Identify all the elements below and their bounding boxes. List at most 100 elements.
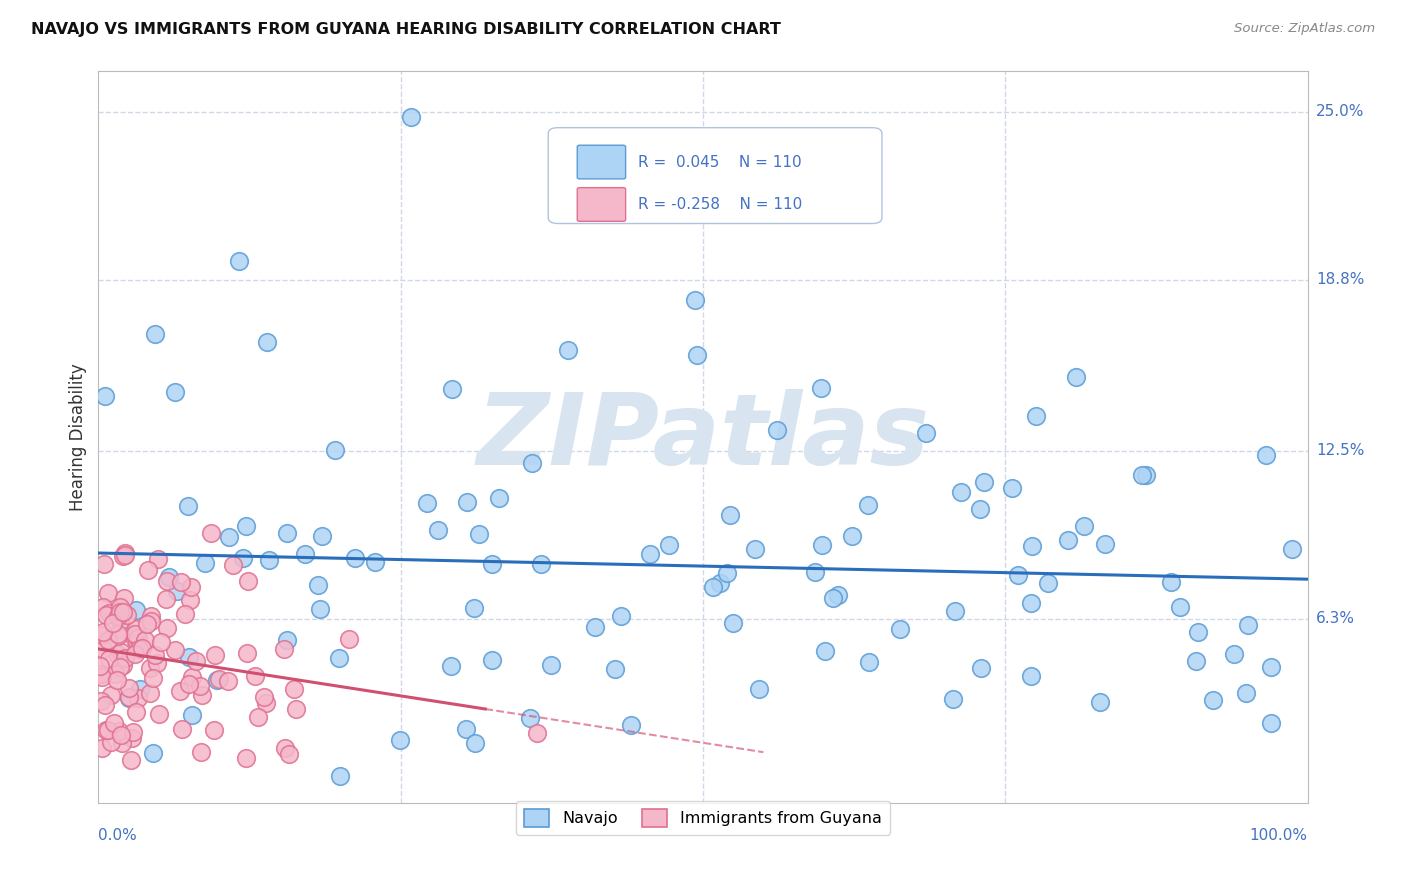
Point bbox=[103, 715, 125, 730]
Point bbox=[110, 645, 132, 659]
Point bbox=[114, 549, 136, 563]
Point bbox=[139, 609, 162, 624]
Point bbox=[557, 343, 579, 358]
Point bbox=[110, 728, 132, 742]
Point bbox=[112, 591, 135, 605]
Point bbox=[149, 635, 172, 649]
Point bbox=[814, 644, 837, 658]
Point bbox=[709, 575, 731, 590]
Point bbox=[180, 707, 202, 722]
Point bbox=[914, 425, 936, 440]
Point bbox=[124, 648, 146, 662]
Point bbox=[481, 653, 503, 667]
Point bbox=[803, 566, 825, 580]
Point bbox=[949, 484, 972, 499]
Point bbox=[481, 557, 503, 571]
Point bbox=[253, 690, 276, 704]
Point bbox=[107, 627, 129, 641]
Point bbox=[1170, 600, 1192, 615]
Point bbox=[228, 254, 250, 268]
Point bbox=[146, 656, 169, 670]
Point bbox=[1185, 654, 1208, 668]
Point bbox=[307, 577, 329, 591]
Point bbox=[98, 606, 121, 620]
Point bbox=[456, 495, 478, 509]
Text: R =  0.045    N = 110: R = 0.045 N = 110 bbox=[638, 154, 801, 169]
Point bbox=[1007, 567, 1029, 582]
Point bbox=[156, 621, 179, 635]
Point bbox=[165, 384, 187, 399]
Point bbox=[129, 682, 152, 697]
Point bbox=[858, 655, 880, 669]
Point bbox=[108, 600, 131, 615]
Point bbox=[188, 679, 211, 693]
Point bbox=[1019, 669, 1042, 683]
Point bbox=[1094, 537, 1116, 551]
Point bbox=[125, 705, 148, 719]
Point bbox=[179, 593, 201, 607]
Point bbox=[186, 654, 208, 668]
Text: 25.0%: 25.0% bbox=[1316, 104, 1364, 120]
Point bbox=[329, 769, 352, 783]
Point bbox=[107, 673, 129, 687]
Point bbox=[110, 615, 132, 629]
Point bbox=[943, 603, 966, 617]
Point bbox=[90, 741, 112, 756]
Point bbox=[166, 583, 188, 598]
Point bbox=[257, 553, 280, 567]
Point bbox=[174, 607, 197, 622]
Point bbox=[1021, 539, 1043, 553]
Point bbox=[810, 381, 832, 395]
Point bbox=[415, 496, 437, 510]
Point bbox=[179, 677, 201, 691]
Point bbox=[121, 731, 143, 745]
Point bbox=[243, 668, 266, 682]
Point bbox=[157, 570, 180, 584]
Point bbox=[170, 575, 193, 590]
Point bbox=[169, 683, 191, 698]
Point bbox=[274, 740, 297, 755]
Point bbox=[620, 718, 643, 732]
Point bbox=[685, 293, 707, 308]
Point bbox=[766, 423, 789, 437]
Point bbox=[1223, 647, 1246, 661]
Text: ZIPatlas: ZIPatlas bbox=[477, 389, 929, 485]
Point bbox=[1057, 533, 1080, 547]
Point bbox=[256, 335, 278, 350]
Point bbox=[205, 673, 228, 687]
Point bbox=[519, 711, 541, 725]
Point bbox=[108, 660, 131, 674]
Point bbox=[1234, 686, 1257, 700]
Point bbox=[520, 456, 543, 470]
Point bbox=[190, 745, 212, 759]
Point bbox=[177, 499, 200, 513]
Point bbox=[90, 694, 112, 708]
Point bbox=[89, 659, 111, 673]
Point bbox=[124, 627, 146, 641]
Point bbox=[108, 602, 131, 616]
Point bbox=[125, 622, 148, 636]
Point bbox=[127, 634, 149, 648]
Point bbox=[105, 648, 128, 662]
Point bbox=[401, 111, 423, 125]
Point bbox=[609, 609, 631, 624]
Point bbox=[117, 690, 139, 704]
Point bbox=[973, 475, 995, 490]
Point bbox=[1135, 467, 1157, 482]
Point bbox=[135, 617, 157, 632]
Point bbox=[583, 620, 606, 634]
Point bbox=[91, 600, 114, 615]
Point bbox=[232, 550, 254, 565]
Text: Source: ZipAtlas.com: Source: ZipAtlas.com bbox=[1234, 22, 1375, 36]
Point bbox=[1160, 574, 1182, 589]
Point bbox=[456, 722, 478, 736]
Legend: Navajo, Immigrants from Guyana: Navajo, Immigrants from Guyana bbox=[516, 801, 890, 835]
Point bbox=[111, 735, 134, 749]
Point bbox=[204, 648, 226, 662]
Point bbox=[325, 443, 347, 458]
Point bbox=[217, 673, 239, 688]
Point bbox=[155, 591, 177, 606]
Point bbox=[969, 502, 991, 516]
Point bbox=[235, 518, 257, 533]
Point bbox=[124, 632, 146, 646]
